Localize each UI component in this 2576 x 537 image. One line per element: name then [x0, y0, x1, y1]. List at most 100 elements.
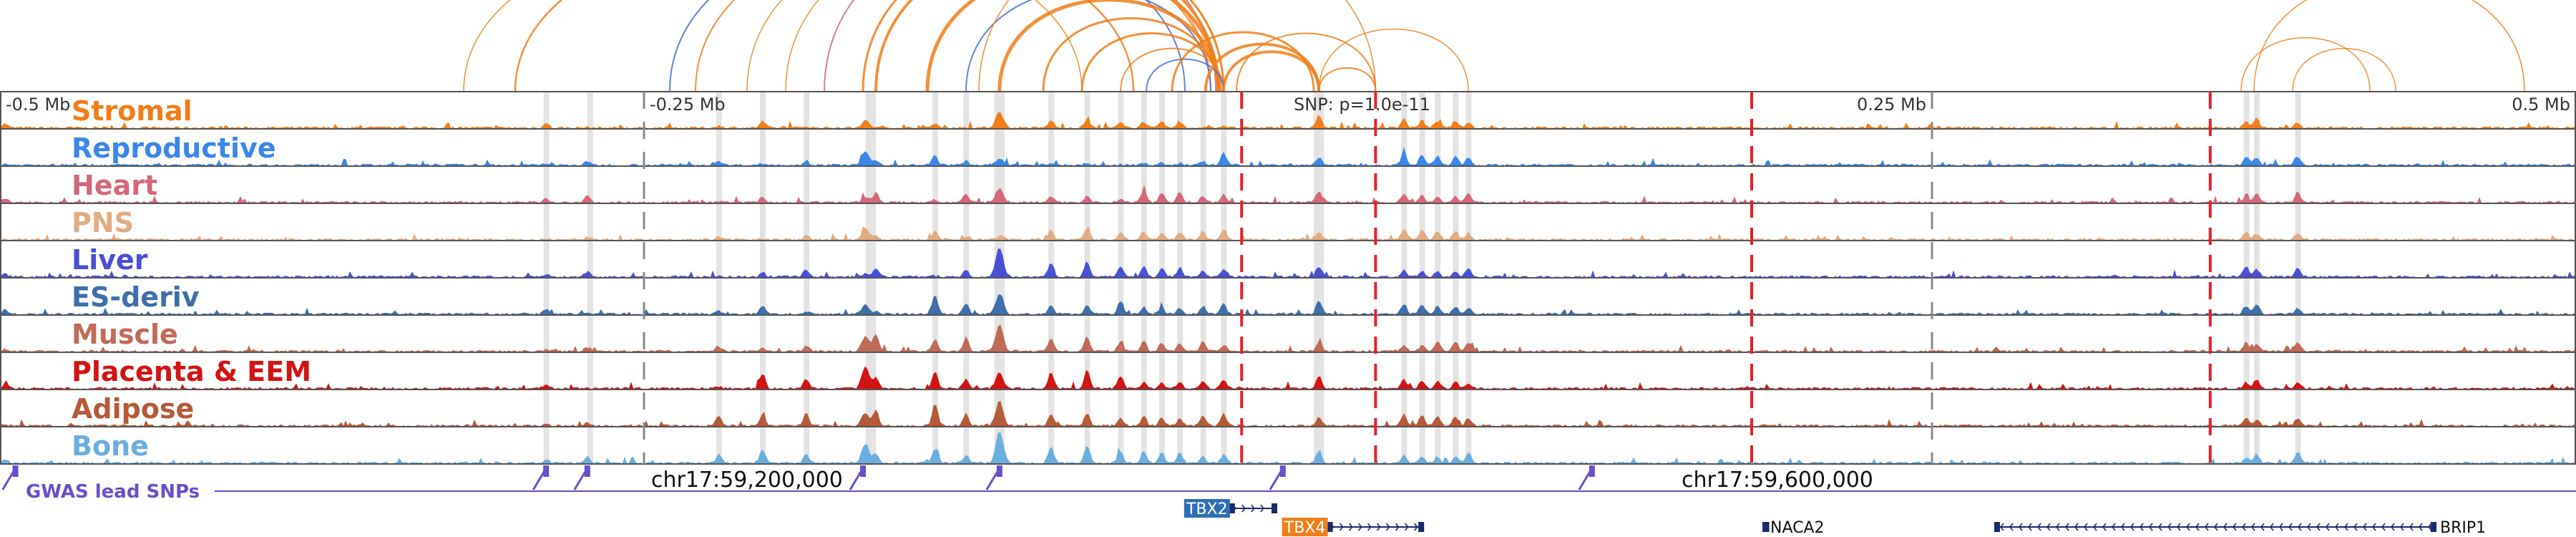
loop-arc: [1120, 47, 1224, 92]
track-signal: [0, 294, 2576, 316]
strand-chevron: [2241, 523, 2246, 531]
gwas-snp-marker: [996, 465, 1002, 477]
strand-chevron: [2102, 523, 2107, 531]
gene-exon: [2431, 522, 2436, 532]
strand-chevron: [1999, 523, 2004, 531]
strand-chevron: [2036, 523, 2041, 531]
gwas-row: GWAS lead SNPs chr17:59,200,000 chr17:59,6…: [1, 465, 2576, 503]
strand-chevron: [1413, 523, 1418, 531]
gwas-snp-marker: [1279, 465, 1286, 477]
track-es-deriv: ES-deriv: [0, 277, 2576, 316]
strand-chevron: [1376, 523, 1381, 531]
gene-annotations: TBX2 TBX4 NACA2 BRIP1: [1184, 499, 2486, 537]
strand-chevron: [1357, 523, 1362, 531]
track-label: Stromal: [72, 95, 192, 127]
strand-chevron: [1339, 523, 1344, 531]
strand-chevron: [2269, 523, 2274, 531]
tracks-panel: Stromal Reproductive Heart PNS Liver ES-deriv…: [0, 91, 2576, 465]
track-label: Liver: [72, 244, 148, 276]
gene-label: TBX2: [1186, 500, 1228, 518]
gwas-snp-marker: [1589, 465, 1595, 477]
coordinate-label: chr17:59,600,000: [1682, 468, 1873, 493]
gene-label-box: [1282, 518, 1328, 536]
strand-chevron: [2055, 523, 2060, 531]
strand-chevron: [2260, 523, 2265, 531]
strand-chevron: [2018, 523, 2023, 531]
loop-arc: [2240, 37, 2371, 92]
strand-chevron: [2092, 523, 2097, 531]
gene-exon: [1762, 522, 1768, 532]
gene-exon: [1418, 522, 1425, 532]
loop-arc: [1171, 31, 1315, 92]
strand-chevron: [2250, 523, 2255, 531]
region-tick-label: 0.5 Mb: [2512, 95, 2570, 115]
strand-chevron: [2316, 523, 2321, 531]
strand-chevron: [1367, 523, 1372, 531]
strand-chevron: [2176, 523, 2181, 531]
track-heart: Heart: [0, 165, 2576, 204]
loop-arc: [1146, 58, 1224, 92]
loop-arc: [2253, 0, 2525, 92]
strand-chevron: [2399, 523, 2404, 531]
snp-label: SNP: p=1.0e-11: [1294, 95, 1430, 115]
gene-label: BRIP1: [2440, 519, 2486, 537]
track-label: Placenta & EEM: [72, 356, 311, 387]
chromatin-loop-arcs: [463, 0, 2525, 92]
track-signal: [0, 112, 2576, 130]
loop-arc: [1222, 50, 1321, 92]
strand-chevron: [2046, 523, 2051, 531]
strand-chevron: [1385, 523, 1390, 531]
strand-chevron: [2195, 523, 2200, 531]
loop-arc: [1318, 28, 1469, 92]
strand-chevron: [1251, 504, 1255, 513]
strand-chevron: [2204, 523, 2209, 531]
loop-arc: [1318, 67, 1377, 92]
strand-chevron: [2353, 523, 2358, 531]
strand-chevron: [2157, 523, 2162, 531]
gene-exon: [1327, 522, 1333, 532]
strand-chevron: [2427, 523, 2432, 531]
track-muscle: Muscle: [0, 314, 2576, 353]
strand-chevron: [2418, 523, 2423, 531]
gwas-snp-marker: [860, 465, 866, 477]
track-label: Reproductive: [72, 132, 276, 164]
strand-chevron: [2288, 523, 2293, 531]
track-label: Heart: [72, 170, 157, 201]
region-tick-label: -0.25 Mb: [650, 95, 726, 115]
strand-chevron: [2111, 523, 2116, 531]
strand-chevron: [2409, 523, 2414, 531]
strand-chevron: [2223, 523, 2228, 531]
strand-chevron: [2343, 523, 2348, 531]
strand-chevron: [2213, 523, 2218, 531]
gene-label-box: [1184, 499, 1230, 518]
gene-tbx2: TBX2: [1184, 499, 1277, 518]
track-reproductive: Reproductive: [0, 128, 2576, 167]
track-bone: Bone: [0, 426, 2576, 465]
gene-label: NACA2: [1770, 519, 1825, 537]
gene-naca2: NACA2: [1762, 519, 1825, 537]
gene-exon: [1994, 522, 2000, 532]
strand-chevron: [2120, 523, 2125, 531]
strand-chevron: [2027, 523, 2032, 531]
strand-chevron: [2371, 523, 2376, 531]
strand-chevron: [2325, 523, 2330, 531]
gene-tbx4: TBX4: [1282, 518, 1425, 537]
track-label: Adipose: [72, 393, 194, 425]
strand-chevron: [2009, 523, 2014, 531]
loop-arc: [1236, 32, 1377, 92]
gwas-label: GWAS lead SNPs: [26, 481, 200, 503]
coordinate-label: chr17:59,200,000: [651, 468, 843, 493]
track-label: ES-deriv: [72, 281, 200, 313]
strand-chevron: [2148, 523, 2153, 531]
track-label: Muscle: [72, 319, 178, 350]
strand-chevron: [2306, 523, 2311, 531]
loop-arc: [695, 0, 1211, 92]
track-label: PNS: [72, 207, 134, 238]
strand-chevron: [2064, 523, 2069, 531]
track-placenta-eem: Placenta & EEM: [0, 352, 2576, 390]
strand-chevron: [2297, 523, 2302, 531]
track-liver: Liver: [0, 240, 2576, 279]
strand-chevron: [2139, 523, 2144, 531]
track-signal: [0, 185, 2576, 204]
